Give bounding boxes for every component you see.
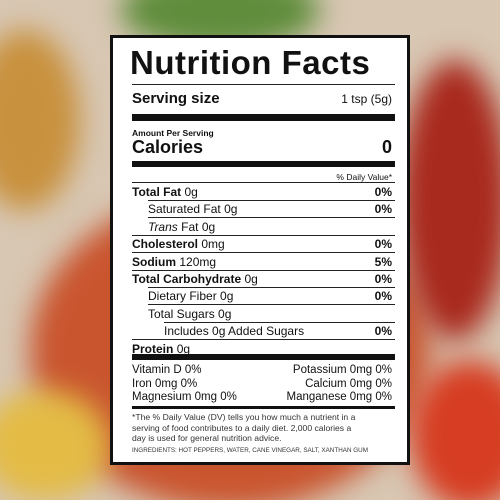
- serving-label: Serving size: [132, 90, 220, 107]
- rule: [132, 182, 395, 183]
- amount-per-serving: Amount Per Serving: [132, 128, 214, 138]
- label-text: Trans: [148, 219, 178, 234]
- label-text: 0g: [224, 202, 238, 217]
- label-text: 0g: [220, 289, 234, 304]
- thick-bar: [132, 354, 395, 360]
- title: Nutrition Facts: [130, 44, 371, 81]
- label-text: 120mg: [179, 254, 217, 269]
- rule: [132, 252, 395, 254]
- thick-bar: [132, 406, 395, 409]
- daily-value: 0%: [374, 272, 392, 286]
- background: [410, 360, 500, 500]
- footnote: serving of food contributes to a daily d…: [132, 422, 352, 433]
- rule: [132, 269, 395, 271]
- ingredients: INGREDIENTS: HOT PEPPERS, WATER, CANE VI…: [132, 447, 368, 454]
- daily-value: 0%: [374, 185, 392, 199]
- nutrient-row: Total Fat 0g: [132, 185, 198, 199]
- label-text: 0g: [218, 306, 232, 321]
- daily-value: 5%: [374, 254, 392, 269]
- rule: [132, 84, 395, 85]
- label-text: 0g: [244, 272, 258, 286]
- label-text: Sodium: [132, 254, 176, 269]
- background: [400, 60, 500, 340]
- label-text: Includes 0g Added Sugars: [164, 324, 305, 339]
- label-text: Fat: [181, 219, 199, 234]
- rule: [132, 234, 395, 236]
- nutrition-label: Nutrition Facts Serving size 1 tsp (5g) Amo…: [110, 35, 410, 465]
- background: [0, 30, 80, 210]
- calories-value: 0: [381, 137, 392, 157]
- label-text: 0g: [201, 219, 216, 234]
- label-text: Total Carbohydrate: [132, 272, 242, 286]
- vitamin: Iron 0mg 0%: [132, 377, 198, 390]
- thick-bar: [132, 161, 395, 167]
- vitamin: Magnesium 0mg 0%: [132, 391, 237, 403]
- daily-value: 0%: [374, 237, 392, 252]
- rule: [148, 304, 395, 306]
- rule: [148, 287, 395, 288]
- rule: [164, 321, 395, 323]
- daily-value: 0%: [374, 289, 392, 304]
- nutrient-row: Saturated Fat 0g: [148, 202, 237, 216]
- label-text: Protein: [132, 341, 174, 356]
- vitamin: Potassium 0mg 0%: [292, 364, 392, 376]
- dv-header: % Daily Value*: [336, 172, 392, 182]
- nutrient-row: Dietary Fiber 0g: [148, 289, 233, 303]
- serving-value: 1 tsp (5g): [341, 92, 392, 106]
- nutrient-row: Protein 0g: [132, 342, 190, 356]
- footnote: day is used for general nutrition advice…: [132, 433, 282, 443]
- vitamin: Manganese 0mg 0%: [286, 391, 392, 403]
- vitamin: Calcium 0mg 0%: [305, 377, 392, 390]
- nutrient-row: Includes 0g Added Sugars: [164, 324, 304, 338]
- daily-value: 0%: [374, 202, 392, 217]
- label-text: 0g: [176, 341, 191, 356]
- nutrient-row: Total Sugars 0g: [148, 307, 231, 321]
- rule: [148, 217, 395, 219]
- rule: [132, 339, 395, 341]
- label-text: Total Fat: [132, 185, 182, 199]
- label-text: Cholesterol: [132, 237, 199, 252]
- vitamin: Vitamin D 0%: [132, 364, 202, 376]
- nutrient-row: Total Carbohydrate 0g: [132, 272, 258, 286]
- label-text: 0mg: [201, 237, 225, 252]
- calories-label: Calories: [132, 137, 204, 157]
- nutrient-row: Trans Fat 0g: [148, 220, 215, 234]
- thick-bar: [132, 114, 395, 121]
- daily-value: 0%: [374, 324, 392, 339]
- nutrient-row: Cholesterol 0mg: [132, 237, 225, 251]
- label-text: Saturated Fat: [148, 202, 221, 217]
- rule: [148, 200, 395, 201]
- label-text: 0g: [184, 185, 198, 199]
- nutrient-row: Sodium 120mg: [132, 255, 216, 269]
- label-text: Total Sugars: [148, 306, 215, 321]
- label-text: Dietary Fiber: [148, 289, 217, 304]
- footnote: *The % Daily Value (DV) tells you how mu…: [132, 412, 356, 422]
- background: [0, 390, 110, 500]
